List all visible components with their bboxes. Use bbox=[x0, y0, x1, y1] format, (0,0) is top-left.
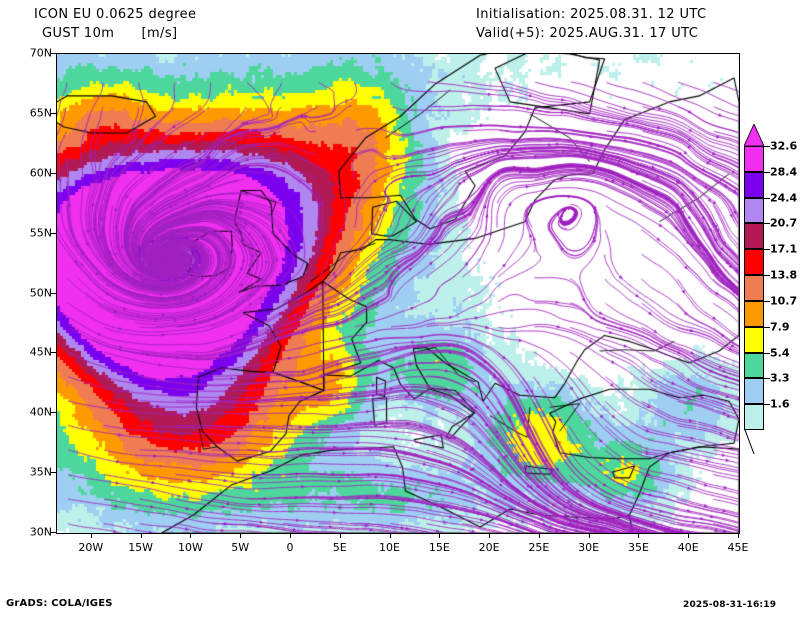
colorbar-band-20.7 bbox=[744, 223, 764, 250]
colorbar-label-10.7: 10.7 bbox=[770, 294, 798, 308]
colorbar-label-7.9: 7.9 bbox=[770, 320, 790, 334]
colorbar-label-32.6: 32.6 bbox=[770, 139, 798, 153]
y-tick-mark bbox=[51, 352, 56, 354]
grads-credit: GrADS: COLA/IGES bbox=[6, 598, 113, 609]
x-axis-label-5: 5E bbox=[332, 541, 347, 554]
colorbar-tick bbox=[764, 249, 770, 251]
render-timestamp: 2025-08-31-16:19 bbox=[683, 600, 777, 610]
x-tick-mark bbox=[240, 533, 242, 538]
y-tick-mark bbox=[51, 112, 56, 114]
x-axis-label-6: 10E bbox=[379, 541, 401, 554]
x-tick-mark bbox=[90, 533, 92, 538]
x-tick-mark bbox=[738, 533, 739, 538]
colorbar-label-5.4: 5.4 bbox=[770, 346, 790, 360]
colorbar-label-17.1: 17.1 bbox=[770, 242, 798, 256]
colorbar-band-17.1 bbox=[744, 249, 764, 276]
colorbar-label-13.8: 13.8 bbox=[770, 268, 798, 282]
colorbar-tick bbox=[764, 197, 770, 199]
x-tick-mark bbox=[638, 533, 640, 538]
y-axis-label-2: 60N bbox=[29, 166, 52, 180]
colorbar-band-28.4 bbox=[744, 171, 764, 198]
colorbar-band-1.6 bbox=[744, 404, 764, 430]
y-tick-mark bbox=[51, 292, 56, 294]
colorbar-band-10.7 bbox=[744, 300, 764, 327]
colorbar-band-32.6 bbox=[744, 146, 764, 172]
x-tick-mark bbox=[339, 533, 341, 538]
x-axis-label-0: 20W bbox=[78, 541, 104, 554]
x-axis-label-7: 15E bbox=[428, 541, 450, 554]
y-tick-mark bbox=[51, 472, 56, 474]
x-axis-label-13: 45E bbox=[727, 541, 749, 554]
x-axis-label-8: 20E bbox=[478, 541, 500, 554]
x-axis-label-4: 0 bbox=[286, 541, 294, 554]
valid-time-label: Valid(+5): 2025.AUG.31. 17 UTC bbox=[476, 26, 699, 41]
y-axis-label-8: 30N bbox=[29, 525, 52, 539]
x-tick-mark bbox=[588, 533, 590, 538]
x-tick-mark bbox=[688, 533, 690, 538]
colorbar: 1.6 3.3 5.4 7.9 10.7 13.8 17.1 20.7 24.4 28.4 32.6 bbox=[744, 124, 797, 454]
y-axis-label-0: 70N bbox=[29, 46, 52, 60]
x-axis-label-2: 10W bbox=[177, 541, 203, 554]
x-tick-mark bbox=[140, 533, 142, 538]
x-tick-mark bbox=[489, 533, 491, 538]
variable-title: GUST 10m [m/s] bbox=[42, 26, 178, 41]
gust-field-canvas bbox=[57, 54, 739, 533]
colorbar-label-3.3: 3.3 bbox=[770, 371, 790, 385]
colorbar-label-28.4: 28.4 bbox=[770, 165, 798, 179]
colorbar-tick bbox=[764, 146, 770, 147]
x-axis-label-10: 30E bbox=[578, 541, 600, 554]
y-axis-label-1: 65N bbox=[29, 106, 52, 120]
x-tick-mark bbox=[289, 533, 291, 538]
colorbar-label-20.7: 20.7 bbox=[770, 216, 798, 230]
colorbar-label-1.6: 1.6 bbox=[770, 397, 790, 411]
colorbar-band-3.3 bbox=[744, 378, 764, 405]
colorbar-tick bbox=[764, 300, 770, 302]
x-axis-label-11: 35E bbox=[627, 541, 649, 554]
y-tick-mark bbox=[51, 232, 56, 234]
y-axis-label-6: 40N bbox=[29, 405, 52, 419]
y-axis-label-3: 55N bbox=[29, 226, 52, 240]
x-tick-mark bbox=[389, 533, 391, 538]
model-title: ICON EU 0.0625 degree bbox=[34, 7, 197, 22]
initialisation-label: Initialisation: 2025.08.31. 12 UTC bbox=[476, 7, 707, 22]
colorbar-band-7.9 bbox=[744, 326, 764, 353]
x-tick-mark bbox=[538, 533, 540, 538]
colorbar-tick bbox=[764, 275, 770, 277]
x-tick-mark bbox=[190, 533, 192, 538]
colorbar-max-arrow-icon bbox=[744, 124, 764, 146]
colorbar-tick bbox=[764, 352, 770, 354]
colorbar-tick bbox=[764, 404, 770, 406]
x-tick-mark bbox=[439, 533, 441, 538]
y-tick-mark bbox=[51, 172, 56, 174]
colorbar-tick bbox=[764, 171, 770, 173]
y-axis-label-5: 45N bbox=[29, 345, 52, 359]
x-axis-label-9: 25E bbox=[528, 541, 550, 554]
colorbar-tick bbox=[764, 223, 770, 225]
colorbar-band-24.4 bbox=[744, 197, 764, 224]
colorbar-tick bbox=[764, 326, 770, 328]
y-tick-mark bbox=[51, 412, 56, 414]
colorbar-band-5.4 bbox=[744, 352, 764, 379]
colorbar-label-24.4: 24.4 bbox=[770, 191, 798, 205]
colorbar-tick bbox=[764, 378, 770, 380]
y-tick-mark bbox=[51, 532, 56, 533]
colorbar-band-13.8 bbox=[744, 275, 764, 301]
y-tick-mark bbox=[51, 53, 56, 54]
map-plot-area[interactable] bbox=[56, 53, 740, 534]
x-axis-label-3: 5W bbox=[231, 541, 250, 554]
colorbar-min-tail-icon bbox=[744, 430, 755, 454]
y-axis-label-4: 50N bbox=[29, 286, 52, 299]
x-axis-label-1: 15W bbox=[128, 541, 154, 554]
y-axis-label-7: 35N bbox=[29, 465, 52, 479]
x-axis-label-12: 40E bbox=[677, 541, 699, 554]
